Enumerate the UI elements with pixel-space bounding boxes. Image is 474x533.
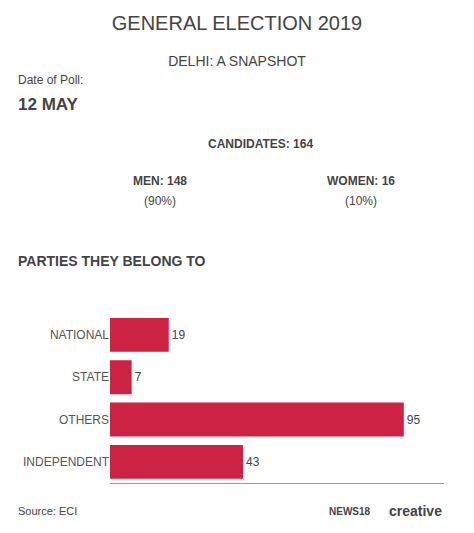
svg-text:Date of Poll:: Date of Poll: xyxy=(18,73,83,87)
svg-text:43: 43 xyxy=(246,455,260,469)
svg-text:OTHERS: OTHERS xyxy=(59,413,109,427)
svg-text:creative: creative xyxy=(389,503,442,519)
svg-text:12 MAY: 12 MAY xyxy=(18,95,79,114)
svg-text:WOMEN: 16: WOMEN: 16 xyxy=(327,174,395,188)
svg-text:DELHI: A SNAPSHOT: DELHI: A SNAPSHOT xyxy=(168,53,306,69)
svg-text:(10%): (10%) xyxy=(345,194,377,208)
svg-text:GENERAL ELECTION 2019: GENERAL ELECTION 2019 xyxy=(112,12,362,34)
svg-text:(90%): (90%) xyxy=(144,194,176,208)
svg-text:Source: ECI: Source: ECI xyxy=(18,505,77,517)
svg-text:INDEPENDENT: INDEPENDENT xyxy=(23,455,110,469)
svg-text:7: 7 xyxy=(135,370,142,384)
svg-text:STATE: STATE xyxy=(72,370,109,384)
svg-text:MEN: 148: MEN: 148 xyxy=(133,174,187,188)
svg-text:95: 95 xyxy=(407,413,421,427)
svg-text:CANDIDATES: 164: CANDIDATES: 164 xyxy=(208,137,313,151)
svg-text:NEWS18: NEWS18 xyxy=(329,506,371,517)
svg-text:PARTIES THEY BELONG TO: PARTIES THEY BELONG TO xyxy=(18,253,206,269)
svg-text:NATIONAL: NATIONAL xyxy=(50,328,109,342)
svg-text:19: 19 xyxy=(172,328,186,342)
